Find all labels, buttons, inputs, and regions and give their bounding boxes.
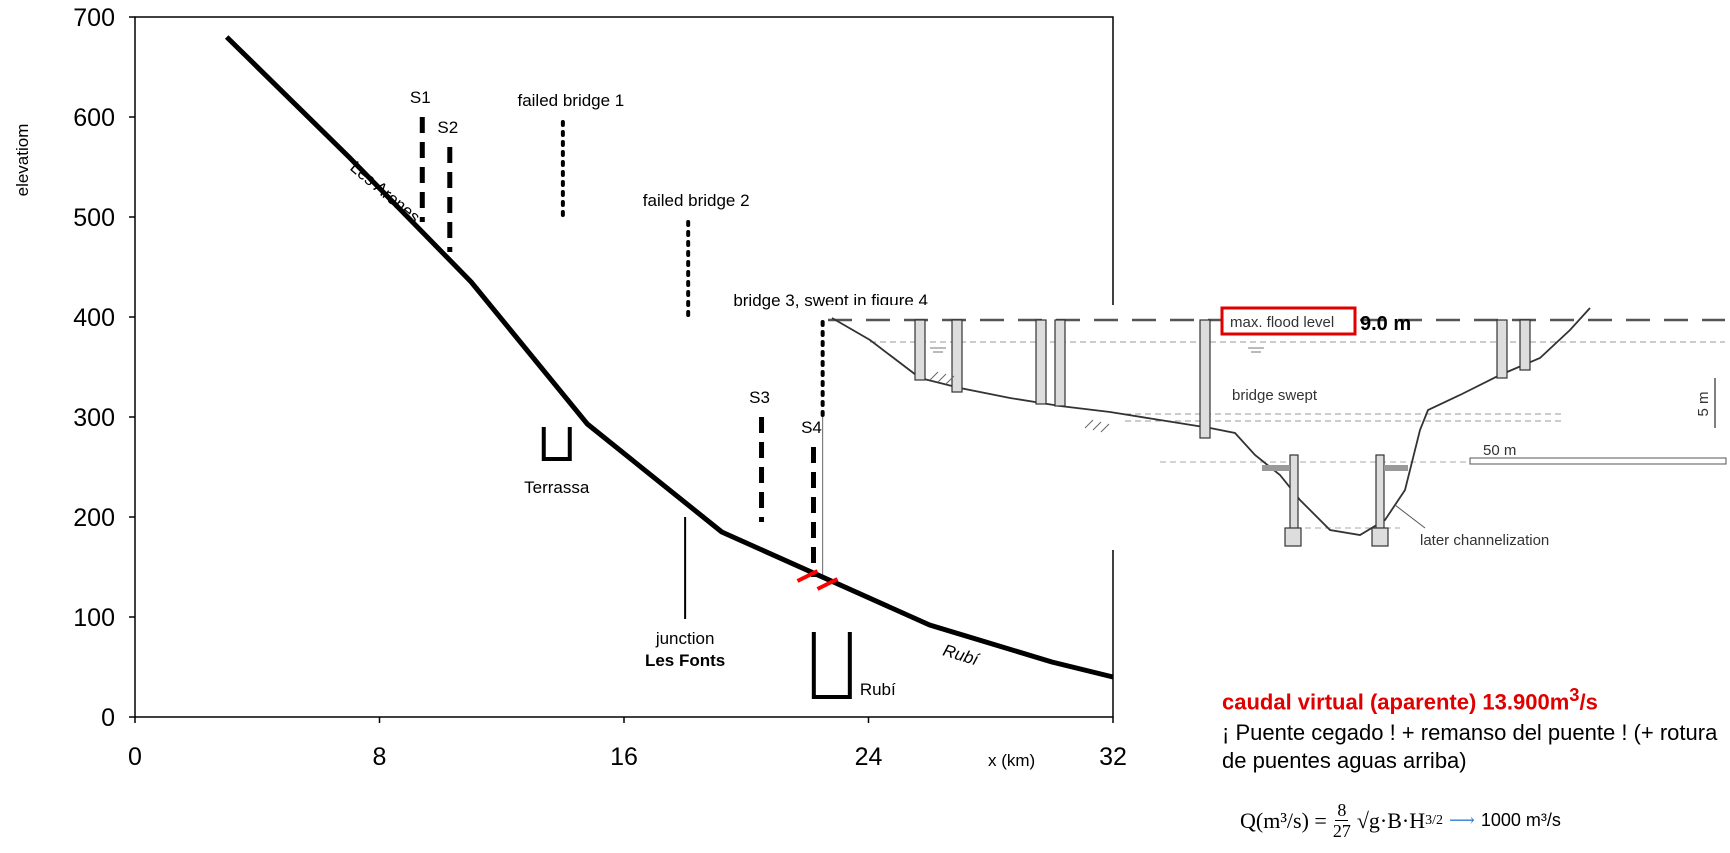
marker-stroke: [816, 577, 839, 591]
y-tick-label: 700: [73, 4, 115, 32]
horizontal-scale-bar: [1469, 457, 1727, 465]
y-tick-label: 300: [73, 404, 115, 432]
channel-bank-left: [1262, 465, 1290, 471]
bridge-label: failed bridge 1: [517, 91, 624, 110]
section-label: S3: [749, 388, 770, 407]
section-label: S2: [437, 118, 458, 137]
y-tick-label: 0: [101, 704, 115, 732]
formula-right: √g·B·H: [1356, 807, 1426, 833]
y-tick-label: 600: [73, 104, 115, 132]
town-label: Terrassa: [524, 478, 590, 497]
discharge-formula: Q(m³/s) = 8 27 √g·B·H 3/2 ⟶ 1000 m³/s: [1240, 800, 1561, 841]
virtual-discharge-note: caudal virtual (aparente) 13.900m3/s: [1222, 684, 1728, 715]
max-flood-box: [1220, 306, 1357, 336]
x-tick-label: 0: [128, 743, 142, 771]
channel-note-leader: [1394, 504, 1426, 529]
flood-depth-label: 9.0 m: [1360, 313, 1411, 335]
y-tick-label: 100: [73, 604, 115, 632]
formula-result: 1000 m³/s: [1480, 810, 1561, 830]
flood-notes: caudal virtual (aparente) 13.900m3/s ¡ P…: [1222, 684, 1728, 775]
town-label: Rubí: [860, 680, 896, 699]
y-axis-ticks: 0 100 200 300 400 500 600 700: [73, 4, 135, 732]
inset-background: [828, 305, 1730, 550]
section-label: S1: [410, 88, 431, 107]
caudal-sup: 3: [1569, 684, 1580, 705]
y-tick-label: 200: [73, 504, 115, 532]
blocked-bridge-note: ¡ Puente cegado ! + remanso del puente !…: [1222, 720, 1718, 774]
horizontal-scale-label: 50 m: [1483, 442, 1516, 459]
vertical-scale-label: 5 m: [1695, 391, 1712, 416]
y-axis-label: elevatiom: [13, 124, 32, 197]
caudal-text: caudal virtual (aparente) 13.900m: [1222, 689, 1570, 715]
section-label: S4: [801, 418, 822, 437]
x-axis-ticks: 0 8 16 24 32: [128, 717, 1127, 771]
town-marker: [811, 632, 852, 699]
town-marker: [541, 427, 572, 461]
formula-denominator: 27: [1332, 821, 1351, 841]
x-tick-label: 24: [855, 743, 883, 771]
x-axis-label: x (km): [988, 751, 1035, 770]
river-profile-line: [224, 35, 1114, 680]
max-flood-label: max. flood level: [1230, 314, 1334, 331]
junction-name: Les Fonts: [645, 651, 725, 670]
channel-note-label: later channelization: [1420, 532, 1549, 549]
formula-fraction: 8 27: [1333, 800, 1351, 841]
formula-exponent: 3/2: [1425, 812, 1444, 828]
profile-label-upper: Les Arenes: [346, 158, 423, 227]
junction-label: junction: [655, 629, 715, 648]
x-tick-label: 8: [373, 743, 387, 771]
arrow-right-icon: ⟶: [1449, 810, 1475, 830]
hatching: [929, 371, 1110, 433]
bridge-label: failed bridge 2: [643, 191, 750, 210]
y-tick-label: 400: [73, 304, 115, 332]
channel-bank-right: [1384, 465, 1408, 471]
caudal-unit: /s: [1579, 689, 1598, 715]
x-tick-label: 32: [1099, 743, 1127, 771]
marker-stroke: [796, 569, 819, 583]
profile-label-lower: Rubí: [941, 641, 983, 670]
water-symbol-icon: [930, 347, 1264, 353]
x-tick-label: 16: [610, 743, 638, 771]
bridge-location-marker: [796, 569, 839, 591]
cross-section-inset: max. flood level 9.0 m bridge swept 5 m …: [828, 305, 1730, 550]
y-tick-label: 500: [73, 204, 115, 232]
bridge-piers: [914, 319, 1531, 547]
bridge-swept-label: bridge swept: [1232, 387, 1318, 404]
formula-left: Q(m³/s) =: [1240, 807, 1327, 833]
formula-numerator: 8: [1335, 800, 1349, 821]
